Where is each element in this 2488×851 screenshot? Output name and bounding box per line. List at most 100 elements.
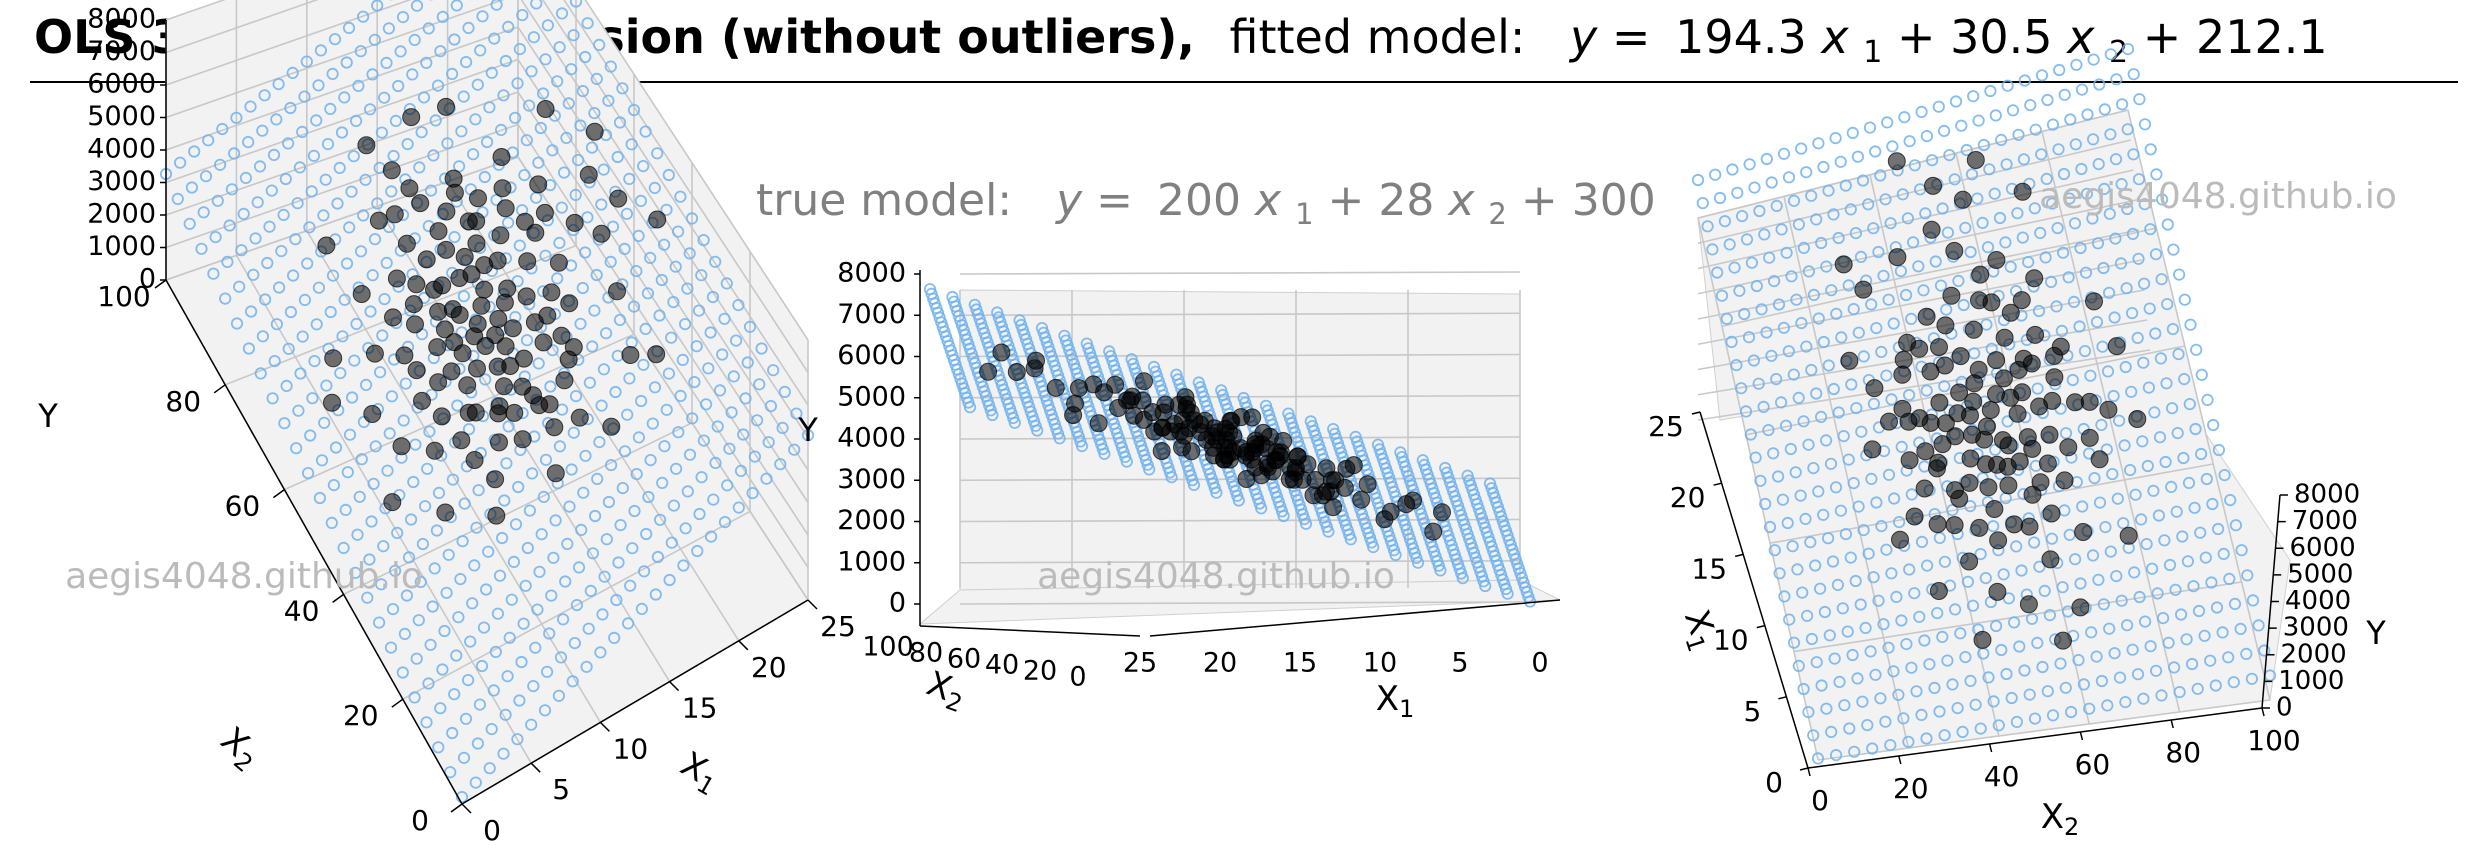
plane-marker (502, 20, 515, 34)
plane-marker (716, 348, 729, 361)
plane-marker (2070, 58, 2083, 71)
plane-marker (625, 138, 638, 151)
plane-marker (2018, 74, 2031, 87)
plane-marker (2035, 69, 2049, 82)
plane-marker (1834, 155, 1847, 168)
plane-marker (2086, 549, 2100, 562)
plane-marker (2008, 616, 2021, 629)
plane-marker (1887, 317, 1900, 330)
plane-marker (2114, 257, 2128, 270)
plane-marker (296, 125, 309, 138)
data-point (413, 391, 431, 410)
plane-marker (174, 156, 187, 169)
plane-marker (2113, 414, 2126, 427)
plane-marker (2084, 369, 2097, 382)
data-point (526, 223, 545, 242)
plane-marker (368, 233, 382, 246)
plane-marker (1483, 477, 1497, 490)
data-point (565, 213, 584, 232)
data-point (1267, 451, 1286, 470)
plane-marker (2119, 695, 2132, 709)
data-point (1237, 442, 1256, 461)
plane-marker (556, 613, 570, 626)
plane-marker (539, 53, 552, 66)
plane-marker (518, 169, 531, 182)
data-point (445, 333, 464, 352)
x1-tick-label: 10 (613, 732, 649, 765)
plane-marker (2028, 712, 2042, 725)
plane-marker (307, 149, 320, 162)
plane-marker (2010, 715, 2024, 729)
plane-marker (1777, 321, 1791, 334)
plane-marker (1846, 126, 1859, 139)
plane-marker (1854, 250, 1868, 263)
plane-marker (389, 114, 402, 128)
plane-marker (1730, 358, 1743, 372)
x1-tick-label: 5 (1451, 648, 1468, 679)
plane-marker (1956, 725, 1969, 739)
plane-marker (2099, 520, 2112, 534)
plane-marker (2189, 422, 2202, 436)
plane-marker (2187, 580, 2200, 593)
plane-marker (651, 550, 665, 564)
plane-marker (2173, 685, 2186, 699)
plane-marker (2175, 608, 2188, 621)
plane-marker (400, 589, 413, 602)
plane-marker (1801, 609, 1814, 622)
x2-axis-line (919, 625, 1141, 637)
plane-marker (2068, 217, 2082, 230)
plane-marker (2183, 397, 2196, 411)
plane-marker (1861, 718, 1874, 732)
plane-marker (579, 50, 592, 64)
data-point (501, 357, 520, 375)
x1-tick-mark (1691, 411, 1701, 415)
data-point (2010, 452, 2029, 471)
plane-marker (702, 362, 715, 375)
plane-marker (2258, 644, 2271, 657)
x1-tick-label: 10 (1363, 648, 1397, 679)
plane-marker (554, 651, 568, 664)
plane-marker (304, 429, 317, 442)
y-tick-label: 0 (139, 264, 156, 295)
x2-tick-mark (2170, 719, 2174, 729)
plane-marker (1416, 454, 1429, 467)
plane-marker (1750, 279, 1763, 293)
x2-tick-label: 80 (2165, 736, 2201, 769)
data-point (1999, 476, 2018, 495)
plane-marker (521, 541, 534, 555)
plane-marker (755, 342, 768, 355)
plane-marker (588, 304, 601, 317)
plane-marker (1987, 695, 2000, 708)
plane-marker (2227, 676, 2240, 689)
plane-marker (2160, 377, 2173, 390)
x1-axis-line (1149, 599, 1561, 637)
plane-marker (1969, 698, 1982, 711)
plane-marker (1768, 544, 1781, 557)
plane-marker (1913, 610, 1926, 623)
plane-marker (1795, 142, 1808, 155)
data-point (487, 506, 506, 525)
plane-marker (2121, 123, 2134, 136)
plane-marker (1865, 298, 1878, 311)
plane-marker (1992, 719, 2005, 732)
plane-marker (1890, 590, 1903, 604)
plane-marker (616, 481, 629, 495)
plane-marker (392, 79, 405, 93)
plane-marker (268, 354, 281, 368)
x1-tick-label: 15 (1283, 648, 1317, 679)
plane-marker (2073, 320, 2086, 333)
plane-marker (402, 551, 416, 564)
data-point (1125, 406, 1144, 425)
x2-tick-mark (1807, 767, 1811, 777)
plane-marker (1828, 652, 1841, 665)
plane-marker (532, 156, 545, 169)
plane-marker (620, 207, 634, 220)
data-point (2041, 550, 2060, 569)
data-point (555, 371, 574, 390)
data-point (455, 247, 474, 266)
plane-marker (1847, 476, 1860, 490)
plane-marker (1696, 197, 1709, 210)
x2-tick-label: 60 (2075, 748, 2111, 781)
data-point (1928, 515, 1947, 534)
